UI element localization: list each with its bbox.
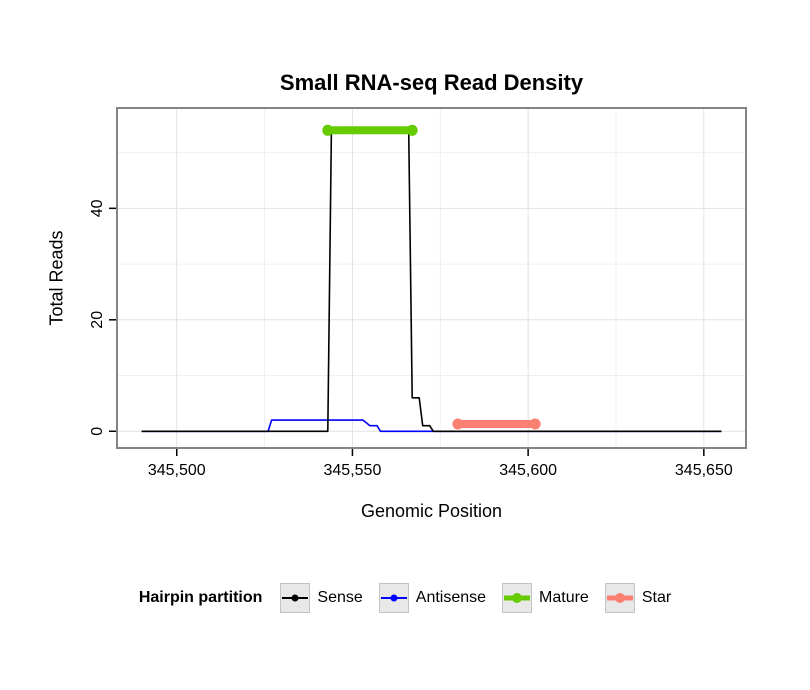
legend-item-star: Star [604, 583, 672, 613]
y-tick-label: 40 [89, 199, 106, 217]
x-tick-label: 345,500 [148, 462, 206, 479]
legend-key-dot [291, 594, 299, 602]
legend-key-antisense-icon [378, 583, 409, 613]
x-tick-label: 345,550 [324, 462, 382, 479]
legend-item-antisense: Antisense [378, 583, 487, 613]
y-tick-label: 0 [89, 427, 106, 436]
legend-item-sense: Sense [280, 583, 363, 613]
legend-key-dot [390, 594, 398, 602]
y-axis-label: Total Reads [46, 230, 67, 326]
legend-label-antisense: Antisense [415, 589, 487, 606]
x-tick-label: 345,600 [499, 462, 557, 479]
plot-panel [117, 108, 746, 448]
legend-items: Sense Antisense Mature Star [280, 583, 671, 613]
legend: Hairpin partition Sense Antisense Mature St… [0, 583, 810, 613]
legend-label-star: Star [641, 589, 672, 606]
series-mature-point [322, 124, 334, 136]
y-tick-label: 20 [89, 311, 106, 329]
legend-title: Hairpin partition [138, 589, 263, 606]
legend-key-star-icon [604, 583, 635, 613]
legend-key-mature-icon [502, 583, 533, 613]
read-density-plot: 345,500 345,550 345,600 345,650 0 20 40 [89, 107, 747, 479]
legend-label-mature: Mature [539, 589, 589, 606]
legend-key-dot [614, 593, 625, 603]
series-star-point [452, 418, 464, 430]
series-star-point [529, 418, 541, 430]
legend-label-sense: Sense [317, 589, 363, 606]
x-tick-label: 345,650 [675, 462, 733, 479]
series-mature-point [406, 124, 418, 136]
chart-title: Small RNA-seq Read Density [279, 70, 584, 95]
series-sense [141, 129, 722, 433]
x-axis-label: Genomic Position [360, 501, 503, 521]
series-antisense [141, 419, 722, 433]
legend-item-mature: Mature [502, 583, 589, 613]
panel-border [116, 107, 747, 449]
legend-key-sense-icon [280, 583, 311, 613]
legend-key-dot [512, 593, 523, 603]
